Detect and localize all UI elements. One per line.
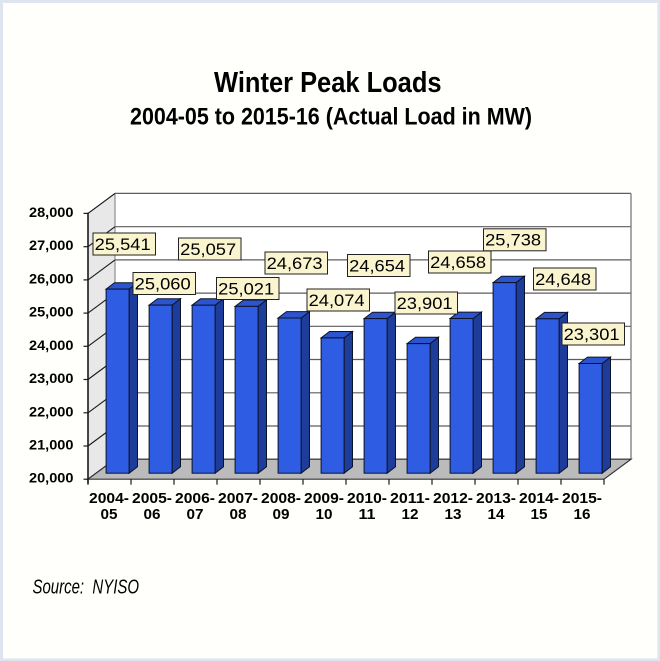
svg-text:2008-: 2008- bbox=[261, 491, 301, 507]
svg-text:2015-: 2015- bbox=[562, 491, 602, 507]
svg-text:2005-: 2005- bbox=[132, 491, 172, 507]
svg-text:25,738: 25,738 bbox=[485, 231, 541, 250]
svg-text:11: 11 bbox=[359, 507, 376, 523]
svg-text:25,000: 25,000 bbox=[29, 304, 74, 320]
svg-text:25,060: 25,060 bbox=[135, 274, 191, 293]
svg-text:2014-: 2014- bbox=[519, 491, 559, 507]
svg-text:2007-: 2007- bbox=[218, 491, 258, 507]
svg-text:22,000: 22,000 bbox=[29, 403, 74, 419]
svg-text:2009-: 2009- bbox=[304, 491, 344, 507]
svg-text:10: 10 bbox=[316, 507, 333, 523]
svg-text:Source: NYISO: Source: NYISO bbox=[33, 576, 140, 598]
svg-text:23,000: 23,000 bbox=[29, 370, 74, 386]
svg-text:2004-05 to 2015-16 (Actual Loa: 2004-05 to 2015-16 (Actual Load in MW) bbox=[130, 104, 532, 131]
svg-text:24,074: 24,074 bbox=[309, 291, 365, 310]
svg-text:16: 16 bbox=[574, 507, 591, 523]
svg-text:27,000: 27,000 bbox=[29, 237, 74, 253]
svg-text:2011-: 2011- bbox=[390, 491, 430, 507]
svg-text:06: 06 bbox=[144, 507, 161, 523]
svg-text:24,658: 24,658 bbox=[430, 253, 486, 272]
svg-text:2006-: 2006- bbox=[175, 491, 215, 507]
svg-text:24,648: 24,648 bbox=[535, 270, 591, 289]
svg-text:2004-: 2004- bbox=[89, 491, 129, 507]
svg-text:15: 15 bbox=[531, 507, 548, 523]
svg-text:26,000: 26,000 bbox=[29, 270, 74, 286]
svg-text:Winter Peak Loads: Winter Peak Loads bbox=[214, 67, 442, 99]
svg-text:13: 13 bbox=[445, 507, 462, 523]
svg-text:24,000: 24,000 bbox=[29, 337, 74, 353]
svg-text:14: 14 bbox=[488, 507, 506, 523]
svg-text:05: 05 bbox=[101, 507, 118, 523]
svg-text:2010-: 2010- bbox=[347, 491, 387, 507]
svg-text:24,654: 24,654 bbox=[349, 256, 405, 275]
svg-text:28,000: 28,000 bbox=[29, 204, 74, 220]
svg-text:24,673: 24,673 bbox=[267, 254, 323, 273]
svg-text:07: 07 bbox=[187, 507, 204, 523]
svg-text:2012-: 2012- bbox=[433, 491, 473, 507]
svg-text:20,000: 20,000 bbox=[29, 470, 74, 486]
svg-text:23,901: 23,901 bbox=[397, 294, 453, 313]
svg-text:2013-: 2013- bbox=[476, 491, 516, 507]
svg-text:21,000: 21,000 bbox=[29, 437, 74, 453]
svg-text:25,541: 25,541 bbox=[95, 235, 151, 254]
svg-text:08: 08 bbox=[230, 507, 247, 523]
svg-text:09: 09 bbox=[273, 507, 290, 523]
svg-text:25,057: 25,057 bbox=[180, 240, 236, 259]
svg-text:12: 12 bbox=[402, 507, 419, 523]
svg-text:25,021: 25,021 bbox=[218, 279, 274, 298]
svg-text:23,301: 23,301 bbox=[564, 325, 620, 344]
